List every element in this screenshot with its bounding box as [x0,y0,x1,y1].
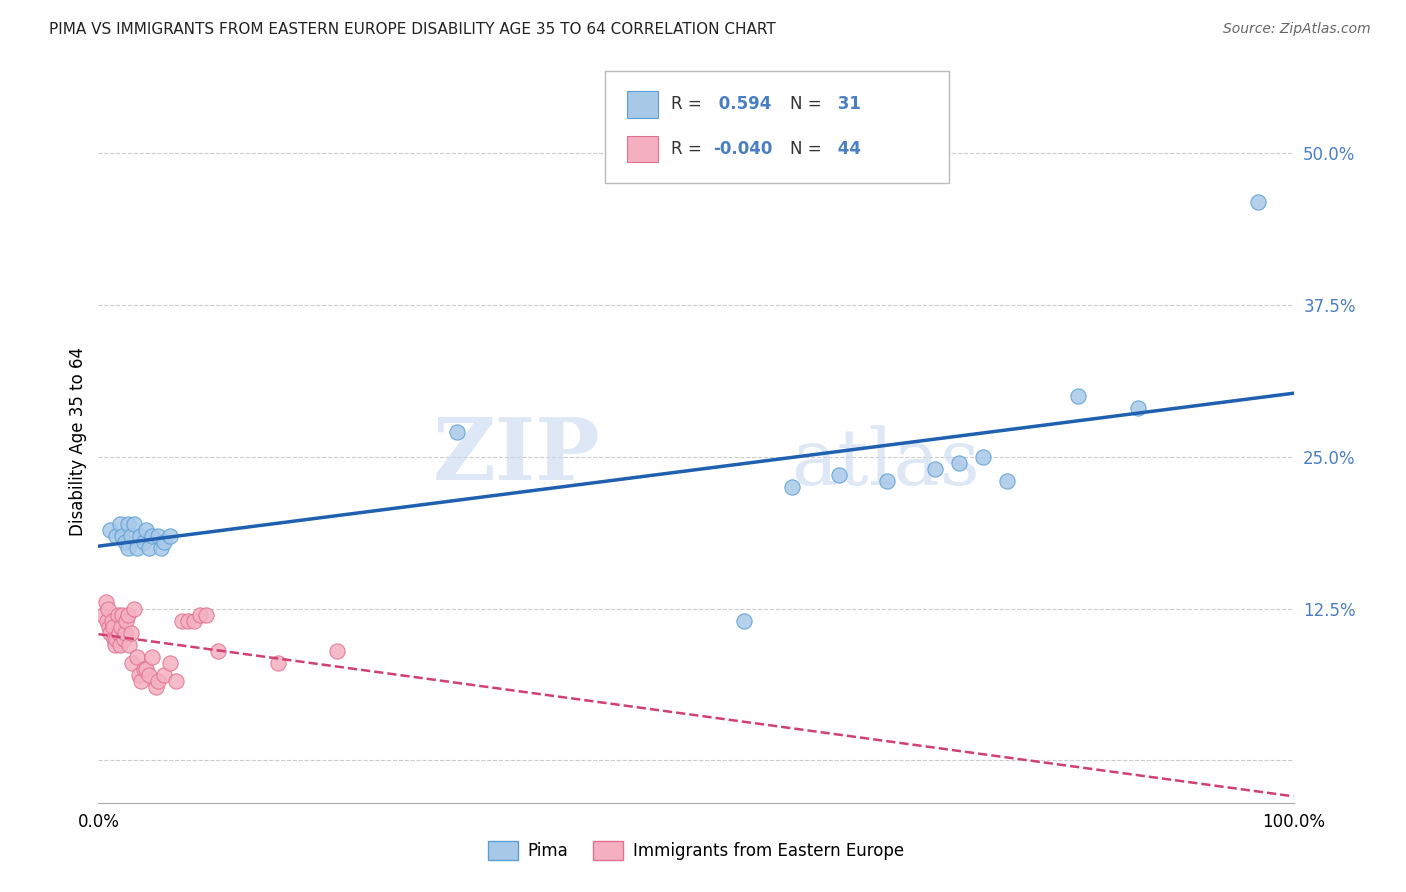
Text: 31: 31 [832,95,862,113]
Point [267,656,290,670]
Point [135,523,157,537]
Point [326,644,349,658]
Point [103,632,125,646]
Point [159,656,181,670]
Point [101,620,124,634]
Point [828,467,851,482]
Point [183,614,205,628]
Point [1067,389,1090,403]
Point [108,638,131,652]
Point [124,601,146,615]
Point [118,638,141,652]
Point [138,541,160,555]
Point [98,523,122,537]
Point [132,534,155,549]
Point [177,614,200,628]
Point [115,614,138,628]
Text: 0.594: 0.594 [713,95,772,113]
Point [125,541,148,555]
Point [141,650,163,665]
Point [135,662,157,676]
Point [111,607,134,622]
Point [948,456,970,470]
Point [128,668,150,682]
Point [98,620,121,634]
Point [159,529,181,543]
Point [114,534,136,549]
Point [195,607,218,622]
Point [1247,194,1270,209]
Text: -0.040: -0.040 [713,140,772,158]
Text: atlas: atlas [792,425,980,501]
Point [780,480,803,494]
Point [125,650,148,665]
Point [107,607,129,622]
Point [924,462,946,476]
Point [94,595,117,609]
Point [148,529,170,543]
Point [105,529,128,543]
Point [98,625,122,640]
Point [1128,401,1150,416]
Point [141,529,163,543]
Point [153,534,176,549]
Point [131,674,153,689]
Point [105,632,128,646]
Text: Source: ZipAtlas.com: Source: ZipAtlas.com [1223,22,1371,37]
Point [153,668,176,682]
Text: R =: R = [671,140,707,158]
Point [107,625,129,640]
Point [446,425,468,440]
Point [117,541,139,555]
Point [129,529,152,543]
Point [138,668,160,682]
Point [108,516,131,531]
Point [148,674,170,689]
Point [172,614,194,628]
Text: N =: N = [790,95,827,113]
Point [120,625,142,640]
Text: 44: 44 [832,140,862,158]
Text: R =: R = [671,95,707,113]
Point [97,601,120,615]
Point [972,450,994,464]
Point [207,644,229,658]
Point [733,614,755,628]
Point [124,516,146,531]
Point [117,516,139,531]
Point [110,620,132,634]
Point [117,607,139,622]
Point [121,656,143,670]
Point [145,681,167,695]
Text: N =: N = [790,140,827,158]
Point [876,474,898,488]
Point [100,614,122,628]
Point [96,614,118,628]
Legend: Pima, Immigrants from Eastern Europe: Pima, Immigrants from Eastern Europe [481,834,911,867]
Point [132,662,155,676]
Point [120,529,142,543]
Point [112,632,135,646]
Point [104,638,127,652]
Point [111,529,134,543]
Y-axis label: Disability Age 35 to 64: Disability Age 35 to 64 [69,347,87,536]
Point [995,474,1018,488]
Point [165,674,187,689]
Point [149,541,172,555]
Text: PIMA VS IMMIGRANTS FROM EASTERN EUROPE DISABILITY AGE 35 TO 64 CORRELATION CHART: PIMA VS IMMIGRANTS FROM EASTERN EUROPE D… [49,22,776,37]
Point [91,607,114,622]
Point [114,625,136,640]
Text: ZIP: ZIP [433,414,600,498]
Point [188,607,211,622]
